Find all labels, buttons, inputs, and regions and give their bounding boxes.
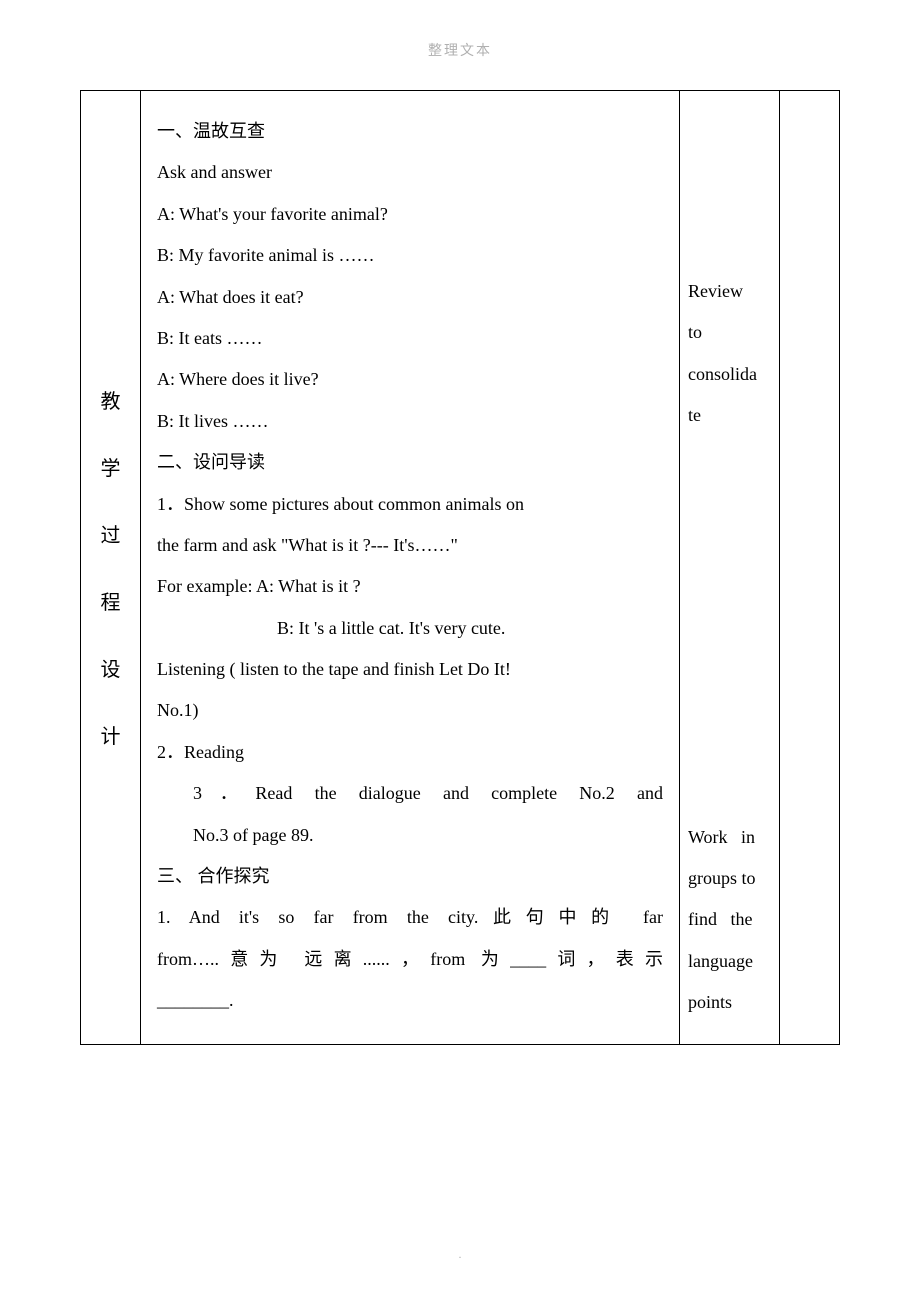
content-line: B: It eats …… [157,318,663,359]
left-label-cell: 教 学 过 程 设 计 [81,91,141,1045]
content-line: No.1) [157,690,663,731]
main-content-cell: 一、温故互查 Ask and answer A: What's your fav… [141,91,680,1045]
content-line: Listening ( listen to the tape and finis… [157,649,663,690]
note-line: Work in [688,817,771,858]
content-line: For example: A: What is it ? [157,566,663,607]
note-line: groups to [688,858,771,899]
content-line: B: My favorite animal is …… [157,235,663,276]
content-line: ________. [157,980,663,1021]
empty-right-cell [780,91,840,1045]
content-line: B: It lives …… [157,401,663,442]
note-line: Review [688,271,771,312]
note-line: find the [688,899,771,940]
note-block-2: Work in groups to find the language poin… [688,817,771,1024]
left-char: 计 [81,720,140,749]
note-line: te [688,395,771,436]
note-line: to [688,312,771,353]
content-line: B: It 's a little cat. It's very cute. [157,608,663,649]
left-char: 学 [81,452,140,481]
content-line: A: What does it eat? [157,277,663,318]
note-block-1: Review to consolida te [688,271,771,437]
content-line: A: Where does it live? [157,359,663,400]
content-line: 2．Reading [157,732,663,773]
left-char: 程 [81,586,140,615]
note-line: points [688,982,771,1023]
content-line: from…..意为 远离......，from 为____词，表示 [157,939,663,980]
content-line: 1．Show some pictures about common animal… [157,484,663,525]
document-page: 整理文本 教 学 过 程 设 计 一、温故互查 Ask and answer A… [0,0,920,1302]
content-line: 3．Read the dialogue and complete No.2 an… [157,773,663,814]
left-char: 教 [81,385,140,414]
left-char: 设 [81,653,140,682]
lesson-table: 教 学 过 程 设 计 一、温故互查 Ask and answer A: Wha… [80,90,840,1045]
content-line: 1. And it's so far from the city.此句中的 fa… [157,897,663,938]
section-3-title: 三、 合作探究 [157,856,663,897]
note-line: language [688,941,771,982]
note-line: consolida [688,354,771,395]
content-line: Ask and answer [157,152,663,193]
section-2-title: 二、设问导读 [157,442,663,483]
footer-marker: . [459,1247,462,1262]
table-row: 教 学 过 程 设 计 一、温故互查 Ask and answer A: Wha… [81,91,840,1045]
content-line: the farm and ask "What is it ?--- It's……… [157,525,663,566]
content-line: A: What's your favorite animal? [157,194,663,235]
content-line: No.3 of page 89. [157,815,663,856]
left-char: 过 [81,519,140,548]
section-1-title: 一、温故互查 [157,111,663,152]
notes-cell: Review to consolida te Work in groups to… [680,91,780,1045]
page-header: 整理文本 [80,40,840,60]
